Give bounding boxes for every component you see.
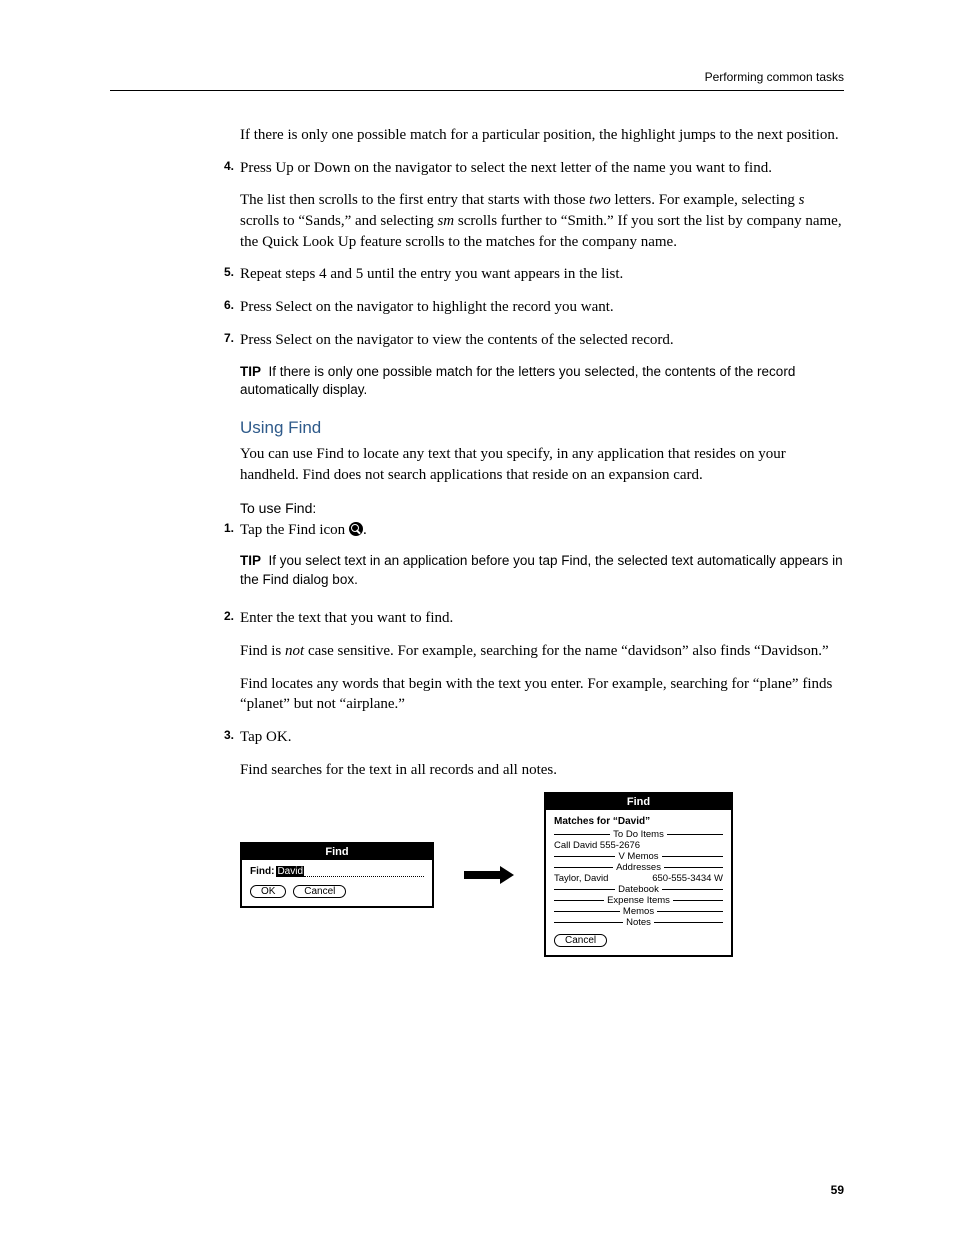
step-text: Tap the Find icon .	[240, 520, 844, 541]
step-c1: 1. Tap the Find icon .	[240, 520, 844, 541]
cat-label: V Memos	[618, 851, 658, 862]
italic-two: two	[589, 192, 611, 208]
step-number: 1.	[214, 521, 234, 535]
using-find-intro: You can use Find to locate any text that…	[240, 444, 844, 485]
page-header: Performing common tasks	[110, 70, 844, 84]
cat-label: To Do Items	[613, 829, 664, 840]
heading-using-find: Using Find	[240, 418, 844, 438]
step-text: Enter the text that you want to find.	[240, 608, 844, 629]
text-fragment: scrolls to “Sands,” and selecting	[240, 213, 437, 229]
heading-to-use-find: To use Find:	[240, 500, 844, 516]
tip-2: TIP If you select text in an application…	[240, 552, 844, 590]
step-text: Press Up or Down on the navigator to sel…	[240, 158, 844, 179]
text-fragment: letters. For example, selecting	[611, 192, 799, 208]
italic-sm: sm	[437, 213, 454, 229]
step-number: 7.	[214, 331, 234, 345]
text-fragment: case sensitive. For example, searching f…	[304, 643, 828, 659]
arrow-icon	[464, 868, 514, 882]
italic-s: s	[799, 192, 805, 208]
step-number: 3.	[214, 728, 234, 742]
result-phone: 650-555-3434 W	[652, 873, 723, 884]
text-fragment: Find is	[240, 643, 285, 659]
text-fragment: .	[363, 522, 367, 538]
step-text: Repeat steps 4 and 5 until the entry you…	[240, 264, 844, 285]
find-value: David	[276, 866, 304, 877]
category-vmemos: V Memos	[554, 851, 723, 862]
tip-1: TIP If there is only one possible match …	[240, 363, 844, 401]
result-row-1: Call David 555-2676	[554, 840, 723, 851]
find-icon	[349, 522, 363, 536]
dialog-title: Find	[546, 794, 731, 810]
step4-explanation: The list then scrolls to the first entry…	[240, 190, 844, 252]
category-todo: To Do Items	[554, 829, 723, 840]
tip-text: If there is only one possible match for …	[240, 364, 795, 398]
ok-button[interactable]: OK	[250, 885, 286, 898]
step-text: Press Select on the navigator to view th…	[240, 330, 844, 351]
text-fragment: Tap the Find icon	[240, 522, 349, 538]
find-input-line	[304, 866, 424, 877]
step-7: 7. Press Select on the navigator to view…	[240, 330, 844, 351]
step-6: 6. Press Select on the navigator to high…	[240, 297, 844, 318]
step-text: Tap OK.	[240, 727, 844, 748]
step-text: Press Select on the navigator to highlig…	[240, 297, 844, 318]
find-label: Find:	[250, 866, 274, 877]
cat-label: Datebook	[618, 884, 659, 895]
cancel-button[interactable]: Cancel	[293, 885, 346, 898]
step-c3: 3. Tap OK.	[240, 727, 844, 748]
tip-label: TIP	[240, 364, 261, 379]
category-memos: Memos	[554, 906, 723, 917]
cat-label: Addresses	[616, 862, 661, 873]
matches-header: Matches for “David”	[554, 816, 723, 827]
italic-not: not	[285, 643, 304, 659]
step-5: 5. Repeat steps 4 and 5 until the entry …	[240, 264, 844, 285]
header-rule	[110, 90, 844, 91]
result-text: Call David 555-2676	[554, 840, 640, 851]
find-dialog: Find Find: David OK Cancel	[240, 842, 434, 908]
intro-paragraph: If there is only one possible match for …	[240, 125, 844, 146]
cat-label: Notes	[626, 917, 651, 928]
category-datebook: Datebook	[554, 884, 723, 895]
cat-label: Expense Items	[607, 895, 670, 906]
category-expense: Expense Items	[554, 895, 723, 906]
step-number: 6.	[214, 298, 234, 312]
find-results-dialog: Find Matches for “David” To Do Items Cal…	[544, 792, 733, 957]
step-4: 4. Press Up or Down on the navigator to …	[240, 158, 844, 179]
screenshot-group: Find Find: David OK Cancel Find Match	[240, 792, 844, 957]
text-fragment: The list then scrolls to the first entry…	[240, 192, 589, 208]
step-number: 4.	[214, 159, 234, 173]
search-all-para: Find searches for the text in all record…	[240, 760, 844, 781]
category-notes: Notes	[554, 917, 723, 928]
result-name: Taylor, David	[554, 873, 608, 884]
step-number: 5.	[214, 265, 234, 279]
cancel-button[interactable]: Cancel	[554, 934, 607, 947]
cat-label: Memos	[623, 906, 654, 917]
category-addresses: Addresses	[554, 862, 723, 873]
begin-with-para: Find locates any words that begin with t…	[240, 674, 844, 715]
tip-text: If you select text in an application bef…	[240, 553, 843, 587]
case-sensitive-para: Find is not case sensitive. For example,…	[240, 641, 844, 662]
page-number: 59	[831, 1183, 844, 1197]
step-number: 2.	[214, 609, 234, 623]
result-row-2: Taylor, David 650-555-3434 W	[554, 873, 723, 884]
step-c2: 2. Enter the text that you want to find.	[240, 608, 844, 629]
tip-label: TIP	[240, 553, 261, 568]
dialog-title: Find	[242, 844, 432, 860]
